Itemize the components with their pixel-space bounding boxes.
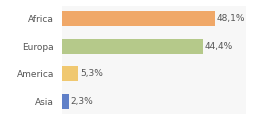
Bar (62, 94, 69, 109)
Bar (62, 11, 215, 26)
Text: 5,3%: 5,3% (80, 69, 103, 78)
Text: 2,3%: 2,3% (71, 97, 93, 106)
Text: 44,4%: 44,4% (205, 42, 233, 51)
Text: 48,1%: 48,1% (216, 14, 245, 23)
Bar (62, 66, 78, 81)
Bar (62, 39, 203, 54)
